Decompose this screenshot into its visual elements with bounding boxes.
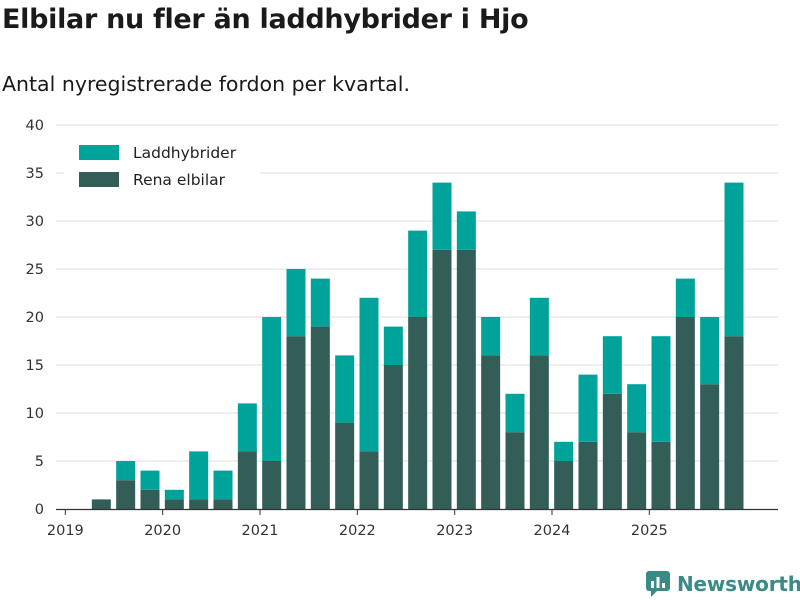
bar-laddhybrider-2025Q4 [724,182,744,337]
y-tick-label-15: 15 [26,358,44,374]
bar-laddhybrider-2025Q1 [651,336,671,442]
bar-rena-elbilar-2025Q1 [651,441,671,509]
bar-laddhybrider-2022Q3 [408,230,428,317]
legend-label-rena-elbilar: Rena elbilar [133,171,226,189]
bar-laddhybrider-2024Q1 [554,441,574,461]
x-tick-label-2022: 2022 [339,523,376,539]
bar-rena-elbilar-2022Q1 [359,451,379,509]
chart-subtitle: Antal nyregistrerade fordon per kvartal. [2,72,410,96]
bar-laddhybrider-2020Q4 [237,403,257,452]
bar-laddhybrider-2024Q3 [602,336,622,394]
bar-laddhybrider-2023Q1 [456,211,476,250]
bar-laddhybrider-2021Q4 [335,355,355,423]
y-tick-label-10: 10 [26,406,44,422]
legend-label-laddhybrider: Laddhybrider [133,144,237,162]
y-tick-label-35: 35 [26,166,44,182]
bar-rena-elbilar-2019Q3 [116,480,136,509]
bar-rena-elbilar-2023Q3 [505,432,525,509]
bar-rena-elbilar-2022Q3 [408,317,428,509]
y-tick-label-20: 20 [26,310,44,326]
y-tick-label-25: 25 [26,262,44,278]
bar-laddhybrider-2025Q2 [675,278,695,317]
bar-laddhybrider-2019Q3 [116,461,136,481]
bar-laddhybrider-2023Q2 [481,317,501,356]
bar-laddhybrider-2023Q4 [529,297,549,356]
bar-rena-elbilar-2023Q4 [529,355,549,509]
legend: Laddhybrider Rena elbilar [64,136,260,200]
bar-rena-elbilar-2020Q3 [213,499,233,509]
bar-laddhybrider-2021Q1 [262,317,282,461]
newsworthy-logo-icon [646,571,670,597]
y-tick-label-40: 40 [26,118,44,134]
bar-rena-elbilar-2024Q2 [578,441,598,509]
x-tick-label-2020: 2020 [144,523,181,539]
bar-rena-elbilar-2020Q2 [189,499,209,509]
brand-name: Newsworthy [677,572,800,596]
newsworthy-brand: Newsworthy [645,569,800,599]
bar-laddhybrider-2025Q3 [700,317,720,385]
bar-laddhybrider-2020Q2 [189,451,209,500]
bar-rena-elbilar-2023Q1 [456,249,476,510]
bar-laddhybrider-2019Q4 [140,470,160,490]
x-tick-label-2025: 2025 [631,523,668,539]
bar-laddhybrider-2024Q4 [627,384,647,433]
x-tick-label-2024: 2024 [534,523,571,539]
bar-rena-elbilar-2022Q4 [432,249,452,510]
bars [91,182,744,510]
bar-laddhybrider-2022Q2 [383,326,403,365]
bar-rena-elbilar-2019Q2 [91,499,111,509]
bar-rena-elbilar-2025Q4 [724,336,744,509]
bar-rena-elbilar-2024Q4 [627,432,647,509]
bar-rena-elbilar-2025Q3 [700,384,720,509]
bar-laddhybrider-2024Q2 [578,374,598,442]
bar-rena-elbilar-2024Q1 [554,461,574,509]
bar-laddhybrider-2023Q3 [505,393,525,433]
y-tick-label-30: 30 [26,214,44,230]
bar-laddhybrider-2021Q3 [310,278,330,327]
x-tick-label-2021: 2021 [242,523,279,539]
x-tick-label-2019: 2019 [47,523,84,539]
bar-rena-elbilar-2023Q2 [481,355,501,509]
bar-laddhybrider-2020Q1 [164,489,184,500]
bar-rena-elbilar-2021Q3 [310,326,330,509]
bar-laddhybrider-2021Q2 [286,269,306,337]
bar-laddhybrider-2022Q4 [432,182,452,250]
bar-laddhybrider-2022Q1 [359,297,379,452]
y-tick-label-0: 0 [35,502,44,518]
legend-swatch-laddhybrider [79,145,119,160]
bar-rena-elbilar-2022Q2 [383,365,403,509]
bar-laddhybrider-2020Q3 [213,470,233,500]
bar-rena-elbilar-2021Q1 [262,461,282,509]
bar-rena-elbilar-2019Q4 [140,489,160,509]
bar-rena-elbilar-2020Q1 [164,499,184,509]
bar-rena-elbilar-2020Q4 [237,451,257,509]
x-tick-label-2023: 2023 [436,523,473,539]
bar-rena-elbilar-2021Q2 [286,336,306,509]
y-tick-label-5: 5 [35,454,44,470]
chart-title: Elbilar nu fler än laddhybrider i Hjo [2,4,529,35]
bar-rena-elbilar-2021Q4 [335,422,355,509]
bar-rena-elbilar-2024Q3 [602,393,622,509]
bar-rena-elbilar-2025Q2 [675,317,695,509]
legend-swatch-rena-elbilar [79,172,119,187]
